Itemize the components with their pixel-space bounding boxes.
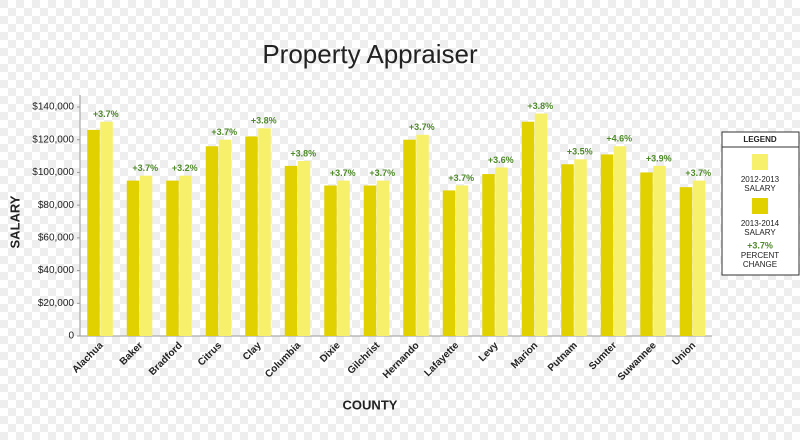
bar [205, 146, 219, 336]
percent-label: +3.7% [369, 168, 395, 178]
percent-label: +3.2% [172, 163, 198, 173]
percent-label: +3.7% [132, 163, 158, 173]
bar [561, 164, 574, 336]
percent-label: +3.6% [488, 155, 514, 165]
bar [495, 167, 508, 336]
bar [258, 128, 271, 336]
percent-label: +3.8% [251, 116, 277, 126]
y-tick-label: 0 [68, 331, 74, 342]
bar [521, 121, 535, 336]
bar [534, 113, 548, 337]
x-tick-label: Baker [118, 340, 146, 368]
percent-label: +3.9% [646, 153, 672, 163]
x-tick-label: Putnam [546, 340, 580, 374]
bar [218, 139, 232, 336]
bar [363, 185, 377, 336]
bar [403, 139, 416, 336]
bar [442, 190, 456, 336]
y-tick-label: $140,000 [32, 102, 74, 113]
x-tick-label: Alachua [70, 340, 106, 376]
y-tick-label: $20,000 [38, 298, 75, 309]
x-tick-label: Dixie [318, 340, 343, 365]
y-tick-label: $100,000 [32, 167, 74, 178]
x-tick-label: Clay [241, 340, 264, 363]
bar [482, 174, 495, 336]
bar [337, 180, 350, 336]
bar [126, 180, 140, 336]
x-tick-label: Levy [477, 340, 501, 364]
bar [455, 185, 469, 336]
legend-sample: +3.7% [747, 240, 773, 250]
percent-label: +3.7% [93, 109, 119, 119]
x-tick-label: Suwannee [616, 340, 659, 383]
percent-label: +3.7% [330, 168, 356, 178]
bar [376, 180, 390, 336]
percent-label: +3.7% [409, 122, 435, 132]
percent-label: +3.5% [567, 147, 593, 157]
percent-label: +4.6% [606, 134, 632, 144]
bar [87, 129, 100, 336]
x-axis-title: COUNTY [343, 397, 398, 412]
x-tick-label: Gilchrist [346, 340, 383, 377]
y-axis-title: SALARY [7, 195, 22, 248]
legend-title: LEGEND [743, 135, 777, 144]
legend-label: 2012-2013 SALARY [741, 175, 780, 193]
bar [179, 175, 192, 336]
bar [679, 187, 693, 336]
legend-label: PERCENT CHANGE [741, 251, 779, 269]
legend-swatch [752, 154, 768, 170]
bar [574, 159, 587, 336]
bar [245, 136, 258, 336]
x-tick-label: Sumter [587, 340, 619, 372]
legend-swatch [752, 198, 768, 214]
percent-label: +3.8% [527, 101, 553, 111]
x-tick-label: Citrus [196, 340, 225, 369]
bar [692, 180, 706, 336]
x-tick-label: Union [670, 340, 698, 368]
percent-label: +3.7% [448, 173, 474, 183]
bar [416, 134, 429, 336]
y-tick-label: $120,000 [32, 134, 74, 145]
x-tick-label: Hernando [381, 340, 422, 381]
bar [166, 180, 179, 336]
bar [640, 172, 653, 336]
bar [284, 165, 298, 336]
bar [613, 146, 627, 336]
x-tick-label: Lafayette [422, 340, 461, 379]
percent-label: +3.7% [211, 127, 237, 137]
y-tick-label: $40,000 [38, 265, 75, 276]
percent-label: +3.7% [685, 168, 711, 178]
percent-label: +3.8% [290, 148, 316, 158]
bar [600, 154, 614, 336]
bar [324, 185, 337, 336]
bar [100, 121, 113, 336]
legend-label: 2013-2014 SALARY [741, 219, 780, 237]
chart-title: Property Appraiser [262, 39, 478, 69]
x-tick-label: Columbia [263, 340, 303, 380]
bar [139, 175, 153, 336]
x-tick-label: Marion [509, 340, 540, 371]
y-tick-label: $60,000 [38, 232, 75, 243]
x-tick-label: Bradford [147, 340, 185, 378]
bar [297, 160, 311, 336]
bar [653, 165, 666, 336]
y-tick-label: $80,000 [38, 200, 75, 211]
